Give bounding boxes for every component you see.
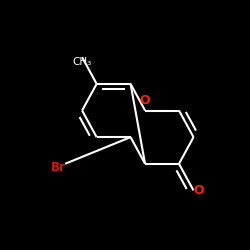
Text: O: O — [193, 184, 204, 197]
Text: O: O — [140, 94, 150, 107]
Text: CH₃: CH₃ — [72, 57, 92, 67]
Text: Br: Br — [50, 161, 65, 174]
